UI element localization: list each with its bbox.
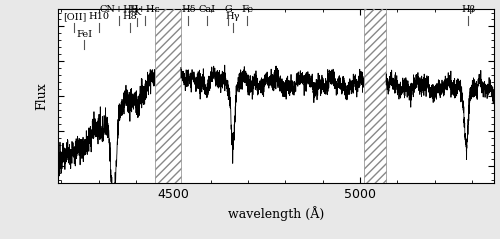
Bar xyxy=(364,0,386,218)
Text: K: K xyxy=(134,8,141,17)
Text: Fe: Fe xyxy=(241,5,254,14)
Text: H8: H8 xyxy=(122,12,137,21)
X-axis label: wavelength (Å): wavelength (Å) xyxy=(228,207,324,222)
Text: [OII]: [OII] xyxy=(62,12,86,21)
Text: CN+H9: CN+H9 xyxy=(100,5,138,14)
Y-axis label: Flux: Flux xyxy=(36,82,49,110)
Bar xyxy=(364,0,386,218)
Text: Hγ: Hγ xyxy=(226,12,240,21)
Text: CaI: CaI xyxy=(198,5,216,14)
Text: G: G xyxy=(224,5,232,14)
Bar xyxy=(154,0,181,218)
Text: H+Hε: H+Hε xyxy=(130,5,160,14)
Text: H10: H10 xyxy=(89,12,110,21)
Text: FeI: FeI xyxy=(76,30,92,39)
Text: Hδ: Hδ xyxy=(181,5,196,14)
Bar xyxy=(154,0,181,218)
Text: Hβ: Hβ xyxy=(461,5,475,14)
